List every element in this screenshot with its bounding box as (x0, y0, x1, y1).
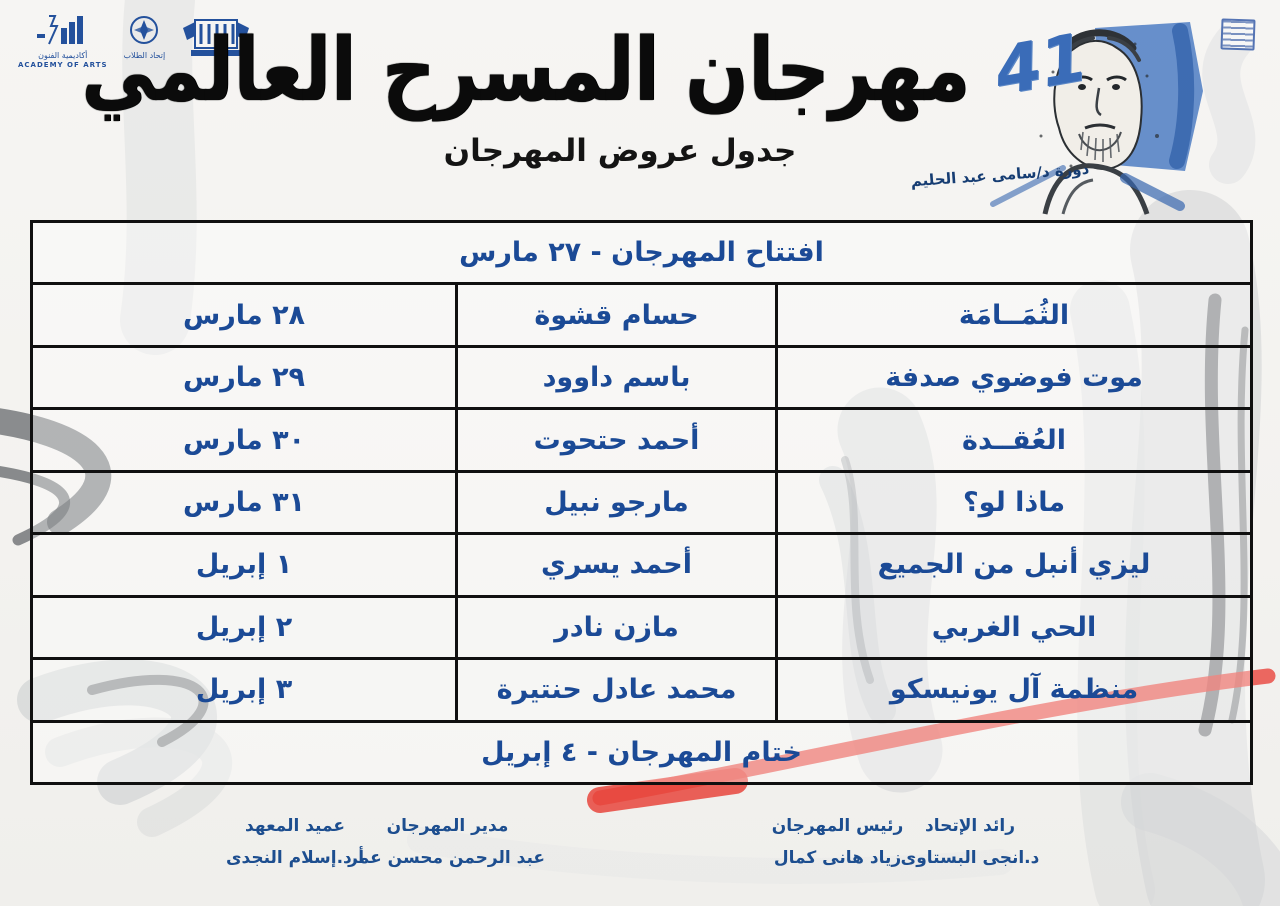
edition-number: 41 (989, 18, 1093, 111)
academy-bars-icon (36, 15, 83, 45)
signature-title: رئيس المهرجان (771, 816, 904, 836)
director-cell: مازن نادر (455, 594, 779, 661)
signature-institute-dean: عميد المعهد أ.د.إسلام النجدى (205, 816, 385, 868)
logos-row: إتحاد الطلاب أكاديمية الفنون ACADEMY OF … (18, 14, 251, 69)
show-title-cell: ليزي أنبل من الجميع (775, 532, 1254, 598)
schedule-table: افتتاح المهرجان - ٢٧ مارس الثُمَــامَة ح… (29, 219, 1254, 785)
date-cell: ١ إبريل (29, 532, 459, 598)
schedule-row: موت فوضوي صدفة باسم داوود ٢٩ مارس (29, 344, 1254, 411)
schedule-subtitle: جدول عروض المهرجان (443, 133, 797, 170)
signature-name: د.انجى البستاوى (900, 848, 1040, 868)
student-union-logo: إتحاد الطلاب (123, 14, 166, 60)
signature-festival-president: رئيس المهرجان زياد هانى كمال (755, 816, 920, 868)
festival-title: مهرجان المسرح العالمي (81, 19, 970, 122)
signature-union-leader: رائد الإتحاد د.انجى البستاوى (880, 816, 1060, 868)
academy-of-arts-logo: أكاديمية الفنون ACADEMY OF ARTS (18, 14, 108, 69)
closing-row: ختام المهرجان - ٤ إبريل (29, 719, 1254, 785)
theatre-institute-logo (181, 14, 251, 60)
signature-stamp (1220, 18, 1256, 51)
show-title-cell: موت فوضوي صدفة (775, 344, 1254, 411)
show-title-cell: العُقــدة (775, 407, 1254, 473)
schedule-row: منظمة آل يونيسكو محمد عادل حنتيرة ٣ إبري… (29, 657, 1254, 723)
director-cell: أحمد حتحوت (455, 407, 779, 473)
signature-title: مدير المهرجان (386, 816, 509, 836)
signature-name: زياد هانى كمال (773, 848, 902, 868)
schedule-row: ماذا لو؟ مارجو نبيل ٣١ مارس (29, 469, 1254, 536)
director-cell: باسم داوود (455, 344, 779, 411)
show-title-cell: الحي الغربي (775, 594, 1254, 661)
director-cell: محمد عادل حنتيرة (455, 657, 779, 723)
signature-name: أ.د.إسلام النجدى (225, 848, 365, 868)
edition-block: 41 (910, 16, 1225, 216)
director-cell: أحمد يسري (455, 532, 779, 598)
schedule-row: الحي الغربي مازن نادر ٢ إبريل (29, 594, 1254, 661)
date-cell: ٣٠ مارس (29, 407, 459, 473)
closing-cell: ختام المهرجان - ٤ إبريل (29, 719, 1254, 785)
institute-building-icon (183, 19, 250, 56)
portrait-sketch (990, 22, 1203, 215)
date-cell: ٢٩ مارس (29, 344, 459, 411)
director-cell: مارجو نبيل (455, 469, 779, 536)
academy-english-label: ACADEMY OF ARTS (18, 61, 108, 69)
opening-row: افتتاح المهرجان - ٢٧ مارس (29, 219, 1254, 286)
signature-name: عبد الرحمن محسن عمر (348, 848, 545, 868)
show-title-cell: منظمة آل يونيسكو (775, 657, 1254, 723)
date-cell: ٢٨ مارس (29, 282, 459, 348)
date-cell: ٣ إبريل (29, 657, 459, 723)
schedule-row: العُقــدة أحمد حتحوت ٣٠ مارس (29, 407, 1254, 473)
date-cell: ٣١ مارس (29, 469, 459, 536)
student-union-label: إتحاد الطلاب (123, 51, 166, 60)
academy-arabic-label: أكاديمية الفنون (38, 51, 88, 60)
date-cell: ٢ إبريل (29, 594, 459, 661)
student-union-emblem-icon (130, 16, 159, 44)
schedule-row: ليزي أنبل من الجميع أحمد يسري ١ إبريل (29, 532, 1254, 598)
signature-festival-director: مدير المهرجان عبد الرحمن محسن عمر (348, 816, 545, 868)
show-title-cell: ماذا لو؟ (775, 469, 1254, 536)
signature-title: رائد الإتحاد (925, 816, 1015, 836)
signature-title: عميد المعهد (245, 816, 345, 836)
schedule-row: الثُمَــامَة حسام قشوة ٢٨ مارس (29, 282, 1254, 348)
director-cell: حسام قشوة (455, 282, 779, 348)
show-title-cell: الثُمَــامَة (775, 282, 1254, 348)
opening-cell: افتتاح المهرجان - ٢٧ مارس (29, 219, 1254, 286)
